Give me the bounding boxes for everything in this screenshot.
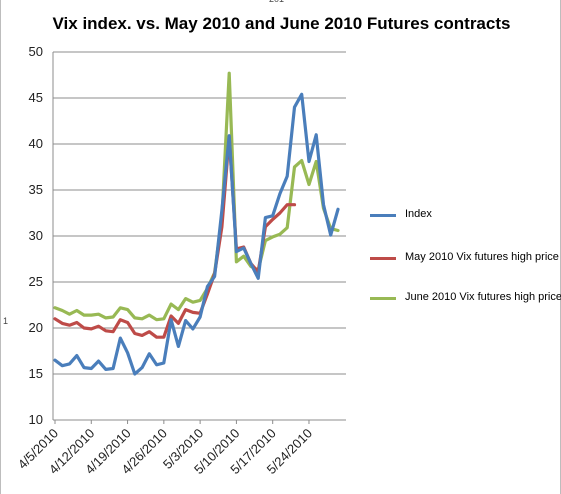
- axes: [52, 52, 346, 424]
- y-tick-label: 35: [29, 182, 43, 197]
- stray-text-left: 1: [3, 316, 9, 326]
- series-lines: [53, 71, 340, 376]
- legend-label-may: May 2010 Vix futures high price: [405, 251, 559, 263]
- y-tick-label: 45: [29, 90, 43, 105]
- legend-swatch-index: [370, 214, 396, 217]
- series-line-index: [53, 92, 340, 376]
- chart-title: Vix index. vs. May 2010 and June 2010 Fu…: [52, 14, 511, 33]
- y-tick-label: 50: [29, 44, 43, 59]
- y-tick-label: 25: [29, 274, 43, 289]
- legend-swatch-may: [370, 257, 396, 260]
- y-tick-label: 20: [29, 320, 43, 335]
- y-tick-label: 10: [29, 412, 43, 427]
- legend-label-june: June 2010 Vix futures high price: [405, 291, 561, 303]
- stray-text-top: 201: [269, 0, 284, 4]
- y-tick-label: 40: [29, 136, 43, 151]
- series-line-june: [53, 71, 340, 322]
- legend-label-index: Index: [405, 208, 432, 220]
- gridlines: [53, 51, 346, 375]
- y-tick-labels: 10 15 20 25 30 35 40 45 50: [29, 44, 43, 427]
- x-tick-labels: 4/5/20104/12/20104/19/20104/26/20105/3/2…: [15, 426, 315, 478]
- y-tick-label: 15: [29, 366, 43, 381]
- legend-swatch-june: [370, 297, 396, 300]
- y-tick-label: 30: [29, 228, 43, 243]
